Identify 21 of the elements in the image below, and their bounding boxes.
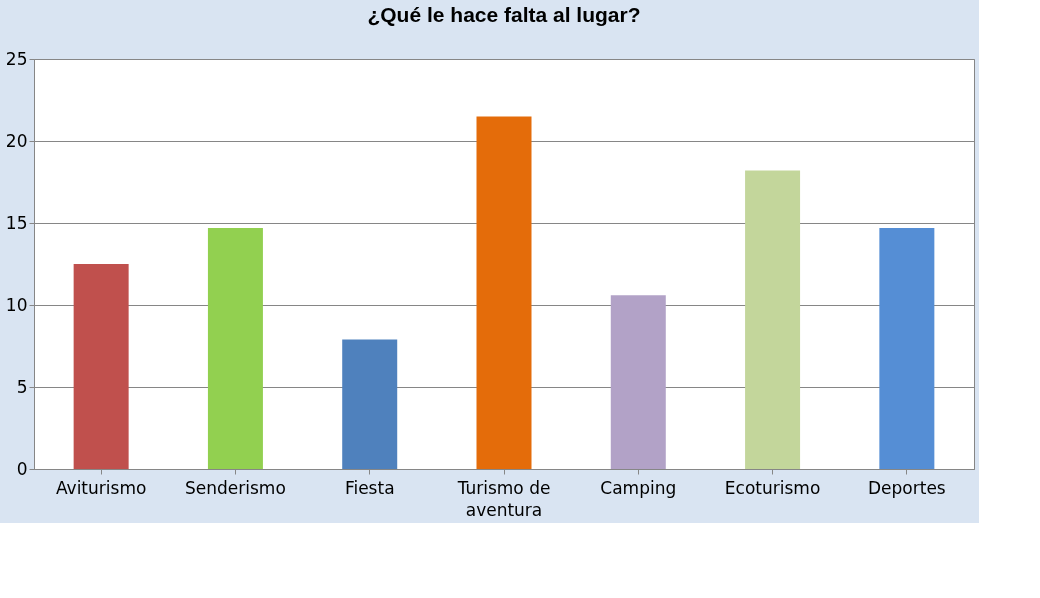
bar [342,339,398,469]
chart-title: ¿Qué le hace falta al lugar? [367,3,641,26]
bar [745,170,801,469]
x-tick-label: Ecoturismo [724,477,821,498]
x-tick-label: Senderismo [185,477,286,498]
bar [879,227,935,469]
x-tick-label: Fiesta [344,477,395,498]
y-tick-label: 20 [5,130,28,151]
x-tick-label: Camping [600,477,677,498]
bar [73,264,129,469]
y-tick-label: 15 [5,212,28,233]
y-tick-label: 0 [16,458,28,479]
y-tick-label: 5 [16,376,28,397]
y-tick-label: 10 [5,294,28,315]
x-tick-label: Turismo de aventura [456,477,551,520]
y-tick-label: 25 [5,48,28,69]
bar [610,295,666,469]
bar [476,116,532,469]
bar [207,227,263,469]
x-tick-label: Deportes [868,477,946,498]
x-tick-label: Aviturismo [55,477,147,498]
